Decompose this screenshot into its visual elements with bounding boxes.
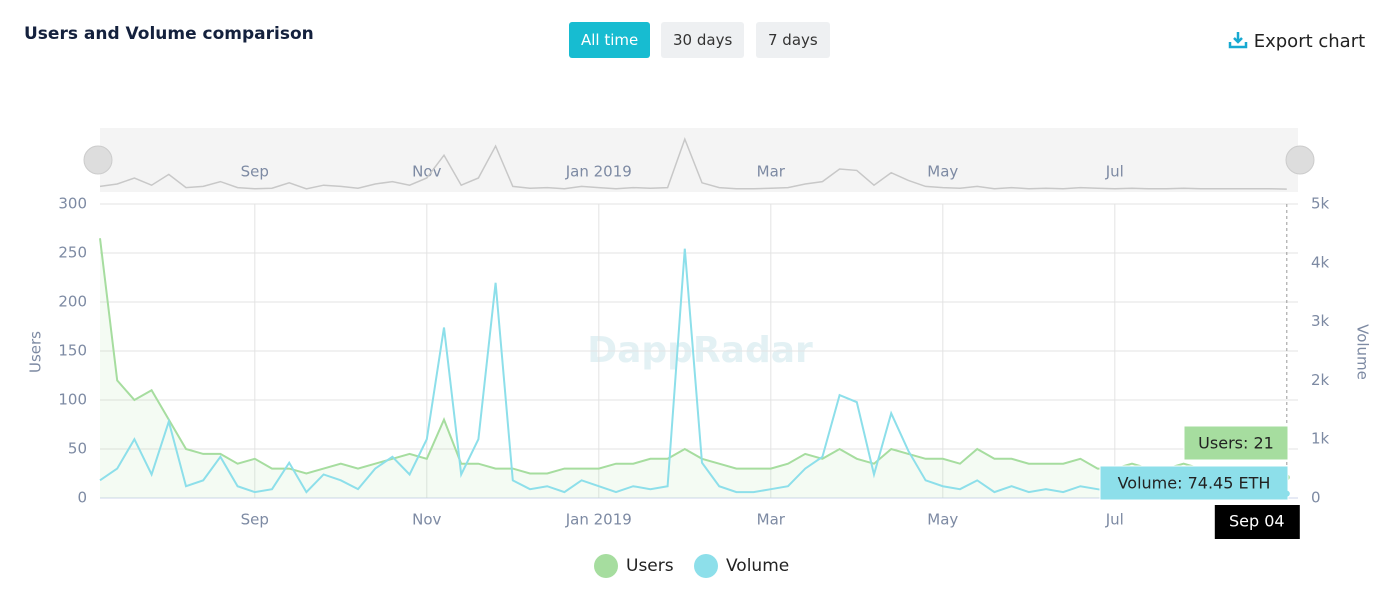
export-label: Export chart (1253, 31, 1366, 52)
navigator-label: Jan 2019 (565, 163, 632, 181)
y-axis-title: Users (27, 331, 45, 373)
navigator-bg (100, 128, 1298, 192)
navigator-label: Nov (412, 163, 441, 181)
series-line (99, 238, 1288, 479)
area-fill (100, 238, 1287, 499)
legend-swatch (694, 554, 718, 578)
legend-label: Volume (726, 556, 789, 576)
range-button[interactable]: 7 days (756, 22, 830, 58)
y2-tick-label: 0 (1311, 489, 1321, 507)
navigator-label: May (927, 163, 958, 181)
tooltip-label: Users: 21 (1198, 434, 1274, 453)
navigator-label: Sep (241, 163, 269, 181)
y-tick-label: 300 (58, 195, 87, 213)
tooltip-label: Volume: 74.45 ETH (1118, 474, 1271, 493)
y2-tick-label: 5k (1311, 195, 1330, 213)
y-tick-label: 50 (68, 440, 87, 458)
navigator-line (99, 136, 1287, 190)
navigator-label: Jul (1105, 163, 1124, 181)
export-button[interactable]: Export chart (1228, 30, 1365, 52)
title: Users and Volume comparison (24, 24, 314, 44)
legend-swatch (594, 554, 618, 578)
x-tick-label: Sep (241, 511, 269, 529)
range-button[interactable]: 30 days (661, 22, 745, 58)
crosshair-label-bg (1214, 505, 1300, 539)
x-tick-label: Jan 2019 (565, 511, 632, 529)
series-line (99, 248, 1287, 495)
y2-tick-label: 3k (1311, 312, 1330, 330)
y2-tick-label: 1k (1311, 430, 1330, 448)
legend-label: Users (626, 556, 674, 576)
y-tick-label: 250 (58, 244, 87, 262)
x-tick-label: Jul (1105, 511, 1124, 529)
tooltip-box (1099, 465, 1289, 501)
navigator-handle (1285, 145, 1315, 175)
x-tick-label: Nov (412, 511, 441, 529)
x-tick-label: May (927, 511, 958, 529)
x-tick-label: Mar (757, 511, 786, 529)
y-tick-label: 0 (77, 489, 87, 507)
y-tick-label: 200 (58, 293, 87, 311)
watermark: DappRadar (587, 330, 813, 371)
navigator-handle (83, 145, 113, 175)
y2-tick-label: 2k (1311, 371, 1330, 389)
tooltip-box (1183, 425, 1289, 461)
crosshair-label: Sep 04 (1229, 512, 1285, 531)
marker (1283, 474, 1290, 481)
marker (1283, 490, 1290, 497)
y-tick-label: 150 (58, 342, 87, 360)
export-icon (1228, 32, 1248, 49)
y2-tick-label: 4k (1311, 253, 1330, 271)
y-tick-label: 100 (58, 391, 87, 409)
navigator-label: Mar (757, 163, 786, 181)
y2-axis-title: Volume (1354, 324, 1372, 380)
range-button[interactable]: All time (569, 22, 651, 58)
